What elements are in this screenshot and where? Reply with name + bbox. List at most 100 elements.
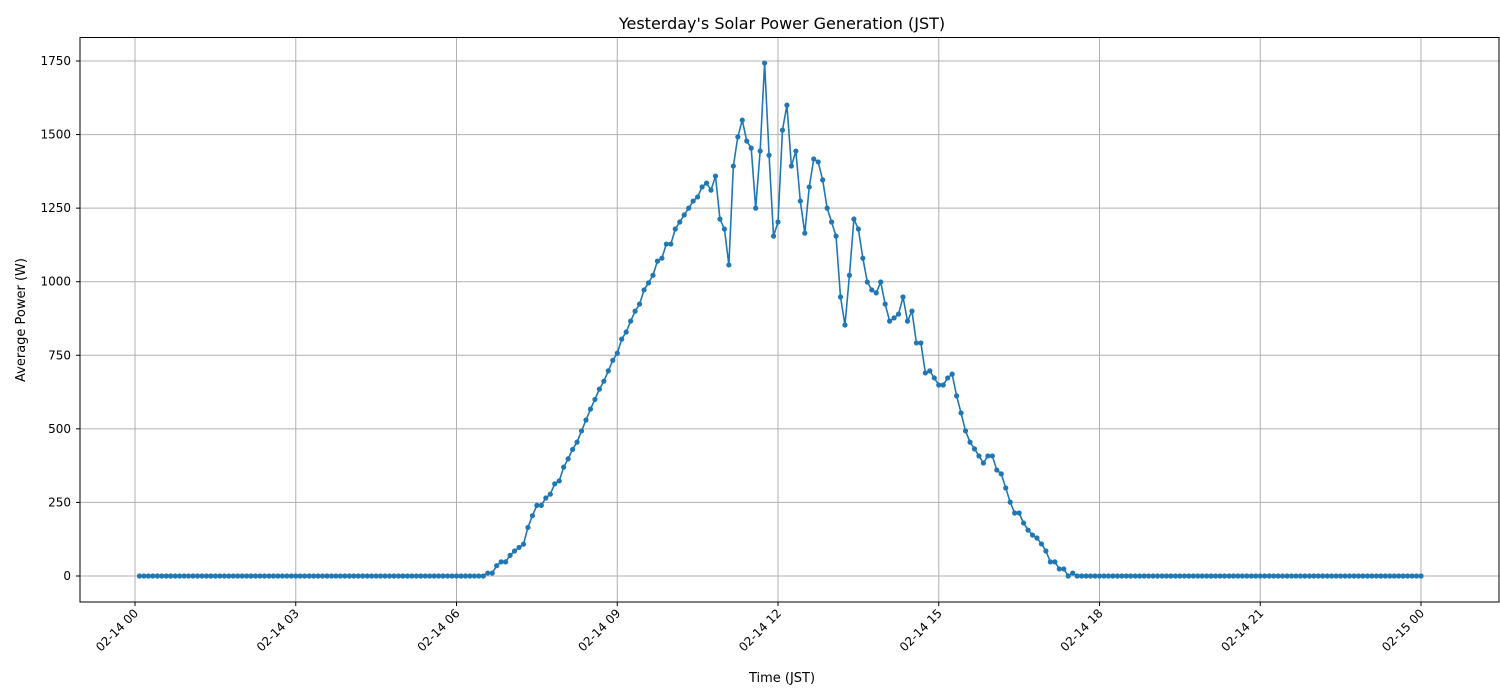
data-point	[444, 573, 451, 579]
data-point	[199, 573, 205, 579]
data-point	[181, 573, 187, 579]
data-point	[976, 453, 982, 459]
data-point	[1154, 573, 1161, 579]
x-tick-label: 02-14 03	[254, 606, 302, 654]
data-point	[239, 573, 245, 579]
data-point	[1047, 559, 1053, 565]
data-point	[324, 573, 330, 579]
data-point	[739, 117, 745, 123]
data-point	[623, 329, 629, 335]
data-point	[958, 410, 964, 416]
data-point	[467, 573, 473, 579]
data-point	[1003, 485, 1009, 491]
data-point	[1279, 573, 1286, 579]
data-point	[382, 573, 388, 579]
data-point	[1342, 573, 1348, 579]
data-point	[346, 573, 352, 579]
data-point	[1177, 573, 1183, 579]
data-point	[315, 573, 321, 579]
data-point	[869, 287, 875, 293]
data-point	[1271, 573, 1277, 579]
data-point	[766, 152, 772, 158]
data-point	[949, 371, 955, 377]
grid	[80, 37, 1499, 602]
data-point	[1181, 573, 1187, 579]
data-point	[1208, 573, 1214, 579]
data-point	[1409, 573, 1415, 579]
data-point	[824, 205, 830, 211]
data-point	[480, 573, 486, 579]
data-point	[695, 194, 701, 200]
data-point	[543, 495, 549, 501]
data-point	[1226, 573, 1232, 579]
data-point	[194, 573, 201, 579]
data-point	[511, 548, 518, 554]
data-point	[306, 573, 312, 579]
data-point	[311, 573, 317, 579]
data-point	[1235, 573, 1241, 579]
data-point	[1190, 573, 1196, 579]
data-point	[248, 573, 254, 579]
data-point	[337, 573, 344, 579]
data-point	[163, 573, 169, 579]
data-point	[574, 439, 580, 445]
data-point	[150, 573, 156, 579]
data-point	[985, 453, 991, 459]
data-point	[386, 573, 393, 579]
data-point	[552, 481, 558, 487]
data-point	[1364, 573, 1371, 579]
data-point	[293, 573, 299, 579]
data-point	[1159, 573, 1165, 579]
data-point	[1217, 573, 1223, 579]
data-point	[1168, 573, 1174, 579]
data-point	[1360, 573, 1366, 579]
data-point	[811, 156, 817, 162]
data-point	[735, 134, 741, 140]
data-point	[1114, 573, 1120, 579]
data-point	[945, 375, 951, 381]
data-point	[1212, 573, 1219, 579]
data-point	[302, 573, 308, 579]
x-tick-label: 02-14 18	[1058, 606, 1106, 654]
data-point	[547, 491, 553, 497]
y-tick-label: 250	[48, 495, 71, 509]
data-point	[1346, 573, 1353, 579]
data-point	[748, 145, 754, 151]
data-point	[422, 573, 428, 579]
data-point	[226, 573, 232, 579]
data-point	[373, 573, 379, 579]
x-axis-label: Time (JST)	[748, 671, 815, 686]
data-point	[815, 159, 821, 165]
data-point	[507, 552, 513, 559]
data-point	[1150, 573, 1156, 579]
data-point	[1405, 573, 1411, 579]
data-point	[342, 573, 348, 579]
data-point	[561, 464, 567, 470]
data-point	[1204, 573, 1210, 579]
data-point	[1020, 520, 1027, 526]
data-point	[235, 573, 241, 579]
data-point	[614, 350, 620, 356]
data-point	[1079, 573, 1085, 579]
data-point	[909, 308, 915, 314]
data-point	[436, 573, 442, 579]
data-point	[1119, 573, 1125, 579]
data-point	[762, 60, 768, 66]
data-point	[967, 439, 973, 445]
data-point	[672, 226, 678, 232]
data-point	[855, 226, 861, 232]
data-point	[1172, 573, 1179, 579]
data-point	[806, 184, 812, 190]
data-point	[1025, 527, 1031, 533]
data-point	[1038, 541, 1045, 547]
x-axis: 02-14 00 02-14 03 02-14 06 02-14 09 02-14 12…	[93, 602, 1427, 654]
series-line	[136, 60, 1424, 579]
data-point	[1391, 573, 1397, 579]
data-point	[1302, 573, 1308, 579]
data-point	[989, 453, 995, 459]
chart-title: Yesterday's Solar Power Generation (JST)	[618, 14, 945, 33]
y-axis-label: Average Power (W)	[14, 258, 29, 382]
data-point	[578, 428, 585, 434]
data-point	[770, 233, 777, 239]
